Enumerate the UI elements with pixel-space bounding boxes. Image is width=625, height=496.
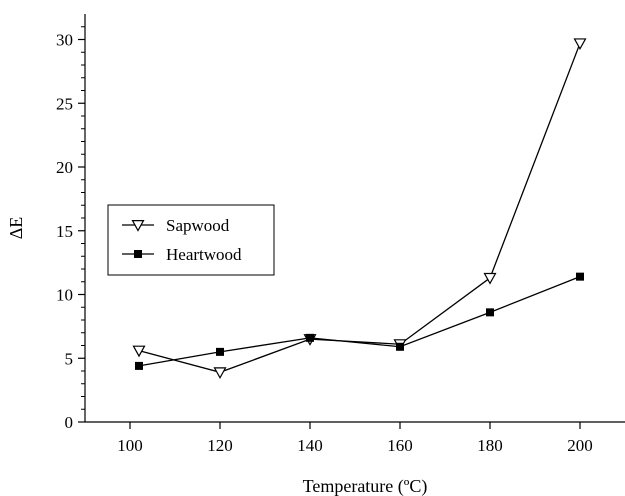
y-axis-title: ΔE [6,217,26,240]
data-point [483,272,497,285]
x-tick-label: 160 [387,436,413,455]
y-tick-label: 15 [56,222,73,241]
y-tick-label: 0 [65,413,74,432]
x-tick-label: 120 [207,436,233,455]
x-tick-label: 180 [477,436,503,455]
legend-marker [134,250,142,258]
data-point [486,308,494,317]
x-tick-label: 100 [117,436,143,455]
y-tick-label: 10 [56,286,73,305]
data-point [396,342,404,351]
y-tick-label: 30 [56,31,73,50]
x-axis-title: Temperature (ºC) [303,476,428,496]
legend-label: Sapwood [166,216,230,235]
data-point [213,367,227,380]
y-tick-label: 5 [65,349,74,368]
y-tick-label: 20 [56,158,73,177]
legend-box [107,204,275,276]
data-point [573,38,587,51]
x-tick-label: 140 [297,436,323,455]
series-line [138,276,581,367]
data-point [306,333,314,342]
y-tick-label: 25 [56,94,73,113]
ticks: 100 120 140 160 180 200 0 5 10 15 20 25 30 [56,26,593,455]
legend: Sapwood Heartwood [107,204,275,276]
data-point [216,347,224,356]
legend-label: Heartwood [166,245,242,264]
data-point [576,272,584,281]
series-heartwood [135,272,584,370]
data-point [132,345,146,358]
series-layer [132,38,587,380]
data-point [135,361,143,370]
x-tick-label: 200 [567,436,593,455]
legend-marker [131,220,145,232]
